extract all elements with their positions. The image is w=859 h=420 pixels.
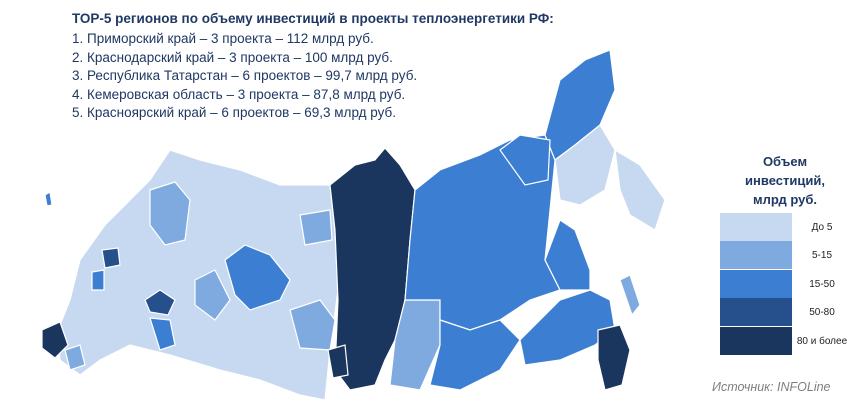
list-item: 4. Кемеровская область – 3 проекта – 87,… bbox=[72, 86, 406, 102]
region bbox=[544, 219, 591, 291]
legend-swatch bbox=[720, 298, 792, 328]
legend-swatch bbox=[720, 241, 792, 271]
legend-swatch bbox=[720, 212, 792, 242]
legend-item: До 5 bbox=[720, 212, 852, 242]
region bbox=[554, 124, 616, 206]
legend-item: 15-50 bbox=[720, 269, 852, 299]
legend-swatch bbox=[720, 269, 792, 299]
legend-item: 5-15 bbox=[720, 241, 852, 271]
region bbox=[597, 324, 631, 391]
list-item: 1. Приморский край – 3 проекта – 112 млр… bbox=[72, 31, 374, 46]
region bbox=[149, 317, 176, 351]
list-item: 3. Республика Татарстан – 6 проектов – 9… bbox=[72, 68, 418, 83]
top-list: 1. Приморский край – 3 проекта – 112 млр… bbox=[72, 30, 417, 123]
region bbox=[614, 148, 666, 231]
legend-label: До 5 bbox=[811, 221, 833, 233]
legend-item: 50-80 bbox=[720, 298, 852, 328]
legend-title: Объем инвестиций, млрд руб. bbox=[730, 152, 840, 209]
region bbox=[499, 134, 551, 186]
region bbox=[619, 274, 641, 317]
region bbox=[194, 269, 231, 321]
region bbox=[149, 181, 191, 246]
title: ТОР-5 регионов по объему инвестиций в пр… bbox=[72, 11, 554, 26]
legend-label: 15-50 bbox=[809, 278, 835, 290]
list-item: 5. Красноярский край – 6 проектов – 69,3… bbox=[72, 105, 397, 120]
region bbox=[299, 209, 333, 246]
region bbox=[101, 247, 121, 269]
region bbox=[64, 344, 86, 371]
region bbox=[144, 289, 176, 316]
legend-swatch bbox=[720, 326, 792, 356]
region bbox=[327, 344, 349, 379]
region bbox=[41, 321, 69, 359]
region bbox=[44, 191, 53, 207]
region bbox=[91, 269, 105, 291]
region bbox=[429, 319, 521, 391]
source: Источник: INFOLine bbox=[712, 380, 831, 394]
legend: До 5 5-15 15-50 50-80 80 и более bbox=[720, 212, 852, 356]
russia-map bbox=[41, 49, 666, 401]
legend-item: 80 и более bbox=[720, 326, 852, 356]
legend-title-line: Объем bbox=[762, 154, 808, 169]
legend-label: 50-80 bbox=[809, 307, 835, 319]
region bbox=[224, 244, 291, 311]
legend-title-line: млрд руб. bbox=[753, 192, 817, 207]
list-item: 2. Краснодарский край – 3 проекта – 100 … bbox=[72, 49, 393, 65]
legend-label: 80 и более bbox=[796, 335, 848, 347]
legend-title-line: инвестиций, bbox=[745, 173, 825, 188]
legend-label: 5-15 bbox=[811, 250, 832, 262]
region bbox=[289, 299, 336, 351]
